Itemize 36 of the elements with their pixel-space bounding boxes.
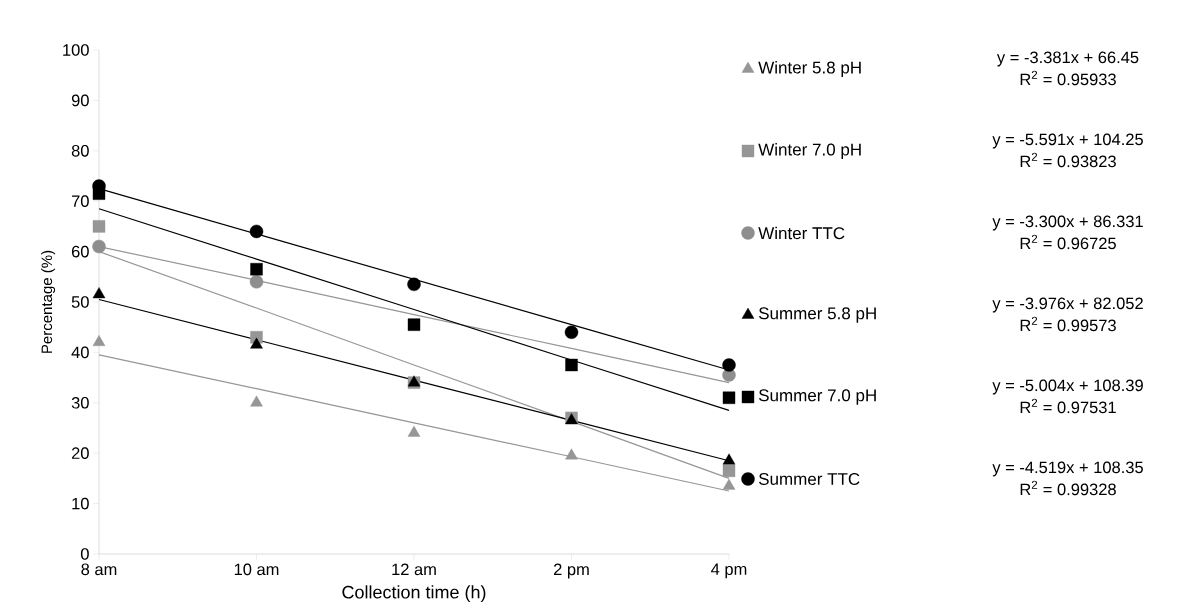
legend-label: Summer 5.8 pH [758,307,876,323]
y-tick-label: 90 [71,94,89,107]
text: R$^{2}$ = 0.95933 [1020,70,1116,86]
text: R$^{2}$ = 0.99573 [1020,316,1116,332]
text: R$^{2}$ = 0.93823 [1020,152,1116,168]
text: R$^{2}$ = 0.97531 [1020,398,1116,414]
x-axis-title: Collection time (h) [342,585,486,603]
legend-label: Winter TTC [758,226,845,240]
legend-label: Winter 7.0 pH [758,143,861,159]
text: y = -5.591x + 104.25 [992,133,1143,149]
y-tick-label: 10 [72,497,89,510]
y-tick-label: 100 [63,44,89,56]
x-tick-label: 8 am [81,563,117,576]
y-tick-label: 70 [71,195,89,208]
y-tick-label: 60 [71,245,89,258]
x-tick-label: 2 pm [553,563,589,579]
y-tick-label: 40 [71,346,89,359]
text: y = -3.300x + 86.331 [992,215,1143,231]
x-tick-label: 10 am [234,563,279,576]
y-tick-label: 80 [71,144,89,157]
text: y = -3.976x + 82.052 [992,297,1143,313]
text: R$^{2}$ = 0.96725 [1020,234,1116,250]
text: y = -4.519x + 108.35 [992,461,1143,477]
text: R$^{2}$ = 0.99328 [1020,480,1116,496]
y-tick-label: 50 [71,296,89,308]
y-axis-title: Percentage (%) [41,250,56,353]
y-tick-label: 30 [71,396,89,409]
text: y = -3.381x + 66.45 [996,51,1139,67]
x-tick-label: 4 pm [711,563,747,579]
legend-label: Summer 7.0 pH [758,389,876,405]
legend-label: Summer TTC [758,472,860,486]
y-tick-label: 20 [71,447,89,460]
x-tick-label: 12 am [392,563,436,576]
legend-label: Winter 5.8 pH [758,61,861,77]
text: y = -5.004x + 108.39 [992,379,1143,395]
y-tick-label: 0 [80,548,89,560]
